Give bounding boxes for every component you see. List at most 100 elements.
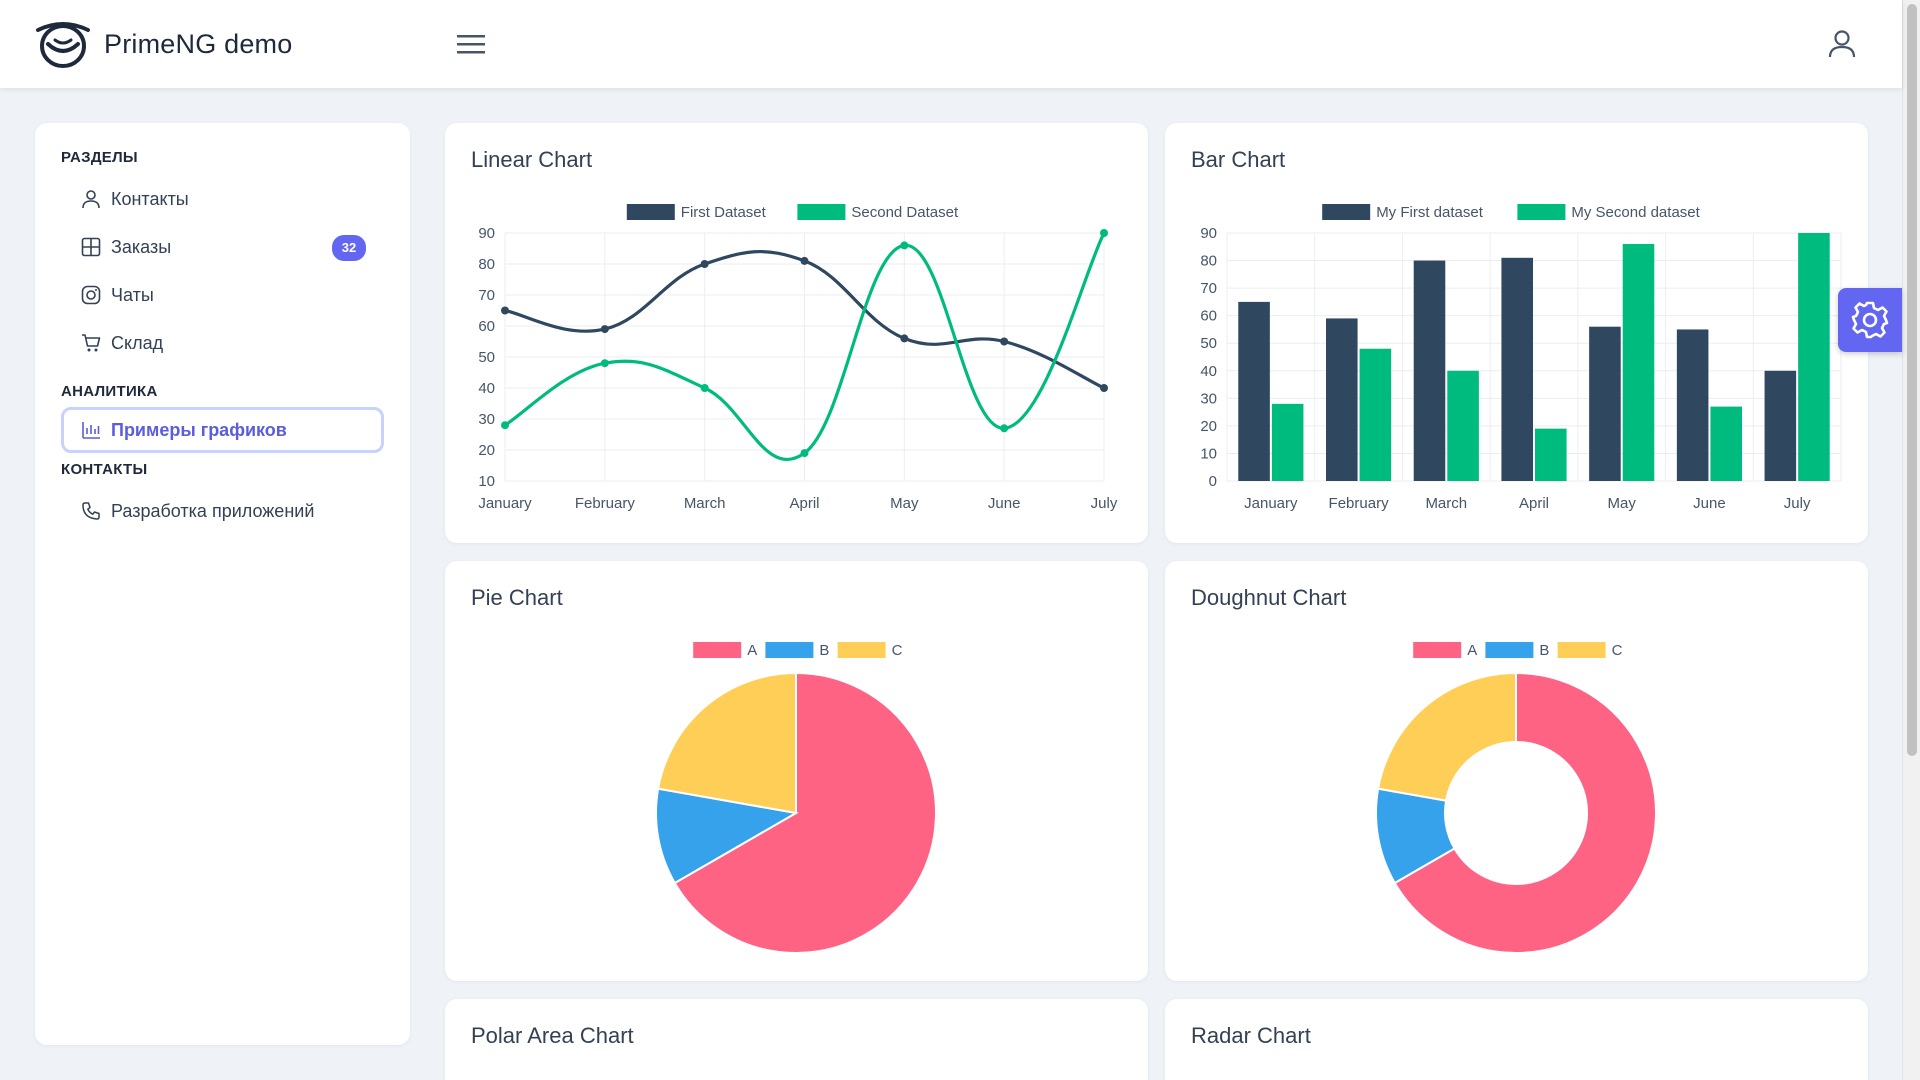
cart-icon bbox=[82, 334, 101, 352]
sidebar-item-app-development[interactable]: Разработка приложений bbox=[61, 487, 384, 535]
section-title-contacts: КОНТАКТЫ bbox=[61, 461, 148, 478]
instagram-icon bbox=[81, 285, 101, 305]
x-tick-label: July bbox=[1091, 495, 1118, 512]
sidebar-item-label: Заказы bbox=[111, 236, 172, 257]
x-tick-label: May bbox=[890, 495, 919, 512]
polar-area-chart-title: Polar Area Chart bbox=[471, 1023, 634, 1048]
legend-swatch bbox=[1557, 642, 1606, 658]
x-tick-label: February bbox=[1329, 495, 1390, 512]
radar-chart-title: Radar Chart bbox=[1191, 1023, 1311, 1048]
y-tick-label: 40 bbox=[1200, 363, 1217, 380]
chart-bar-icon bbox=[82, 422, 100, 439]
legend-label: Second Dataset bbox=[851, 204, 959, 221]
legend-label: A bbox=[747, 642, 757, 659]
legend-swatch bbox=[837, 642, 886, 658]
x-tick-label: March bbox=[684, 495, 726, 512]
primeng-logo-icon bbox=[36, 22, 90, 68]
legend-swatch bbox=[626, 204, 675, 220]
logo[interactable]: PrimeNG demo bbox=[34, 18, 292, 70]
x-tick-label: January bbox=[1244, 495, 1298, 512]
linear-chart-card: Linear Chart First Dataset Second Dataset… bbox=[445, 123, 1148, 543]
sidebar-item-contacts[interactable]: Контакты bbox=[61, 175, 384, 223]
doughnut-chart-title: Doughnut Chart bbox=[1191, 585, 1347, 610]
data-point bbox=[600, 325, 609, 334]
bar-chart: My First dataset My Second dataset 0 10 20 30… bbox=[1200, 204, 1842, 512]
bar-1 bbox=[1413, 260, 1446, 481]
data-point bbox=[1000, 424, 1009, 433]
y-tick-label: 20 bbox=[478, 442, 495, 459]
polar-area-chart-card: Polar Area Chart bbox=[445, 999, 1148, 1080]
section-title-sections: РАЗДЕЛЫ bbox=[61, 149, 138, 166]
data-point bbox=[501, 421, 509, 430]
legend-label: A bbox=[1467, 642, 1477, 659]
legend-swatch bbox=[765, 642, 814, 658]
y-tick-label: 90 bbox=[478, 225, 495, 242]
page-scrollbar[interactable] bbox=[1902, 0, 1920, 1080]
menu-toggle-button[interactable] bbox=[452, 26, 490, 62]
bar-2 bbox=[1710, 406, 1743, 481]
bar-1 bbox=[1325, 318, 1358, 481]
legend-label: C bbox=[892, 642, 903, 659]
y-tick-label: 30 bbox=[478, 411, 495, 428]
x-tick-label: March bbox=[1425, 495, 1467, 512]
linear-chart: First Dataset Second Dataset 10 20 30 40 50 60 7… bbox=[478, 204, 1118, 512]
bar-2 bbox=[1798, 233, 1830, 481]
legend-label: My First dataset bbox=[1376, 204, 1484, 221]
data-point bbox=[700, 384, 709, 392]
topbar: PrimeNG demo bbox=[0, 0, 1902, 88]
sidebar: РАЗДЕЛЫ Контакты Заказы 32 Чаты Склад АН… bbox=[35, 123, 410, 1045]
legend-swatch bbox=[1485, 642, 1534, 658]
y-tick-label: 20 bbox=[1200, 418, 1217, 435]
sidebar-item-label: Контакты bbox=[111, 188, 189, 209]
user-icon bbox=[82, 190, 100, 209]
x-tick-label: April bbox=[789, 495, 819, 512]
y-tick-label: 60 bbox=[478, 318, 495, 335]
bar-1 bbox=[1501, 257, 1533, 481]
y-tick-label: 10 bbox=[1200, 445, 1217, 462]
data-point bbox=[600, 359, 609, 368]
data-point bbox=[800, 449, 809, 458]
hamburger-icon bbox=[457, 35, 485, 54]
section-title-analytics: АНАЛИТИКА bbox=[61, 383, 158, 400]
user-icon bbox=[1828, 30, 1856, 58]
legend-label: C bbox=[1612, 642, 1623, 659]
bar-2 bbox=[1359, 348, 1392, 481]
x-tick-label: June bbox=[1693, 495, 1726, 512]
bar-1 bbox=[1676, 329, 1709, 481]
legend-swatch bbox=[693, 642, 742, 658]
y-tick-label: 70 bbox=[478, 287, 495, 304]
data-point bbox=[1100, 384, 1108, 392]
sidebar-item-chart-examples[interactable]: Примеры графиков bbox=[61, 407, 384, 453]
bar-2 bbox=[1447, 370, 1479, 481]
pie-chart: A B C bbox=[655, 642, 937, 954]
sidebar-item-warehouse[interactable]: Склад bbox=[61, 319, 384, 367]
legend-label: B bbox=[1539, 642, 1549, 659]
legend-swatch bbox=[1517, 204, 1566, 220]
pie-chart-title: Pie Chart bbox=[471, 585, 563, 610]
layout-config-button[interactable] bbox=[1838, 288, 1902, 352]
data-point bbox=[700, 260, 709, 268]
sidebar-item-label: Примеры графиков bbox=[111, 419, 287, 440]
slice-c bbox=[656, 671, 797, 815]
y-tick-label: 80 bbox=[1200, 253, 1217, 270]
data-point bbox=[800, 256, 809, 265]
x-tick-label: April bbox=[1519, 495, 1549, 512]
doughnut-chart-card: Doughnut Chart A B C bbox=[1165, 561, 1868, 981]
y-tick-label: 70 bbox=[1200, 280, 1217, 297]
bar-chart-title: Bar Chart bbox=[1191, 147, 1286, 172]
sidebar-item-label: Склад bbox=[111, 332, 164, 353]
sidebar-item-chats[interactable]: Чаты bbox=[61, 271, 384, 319]
sidebar-item-orders[interactable]: Заказы 32 bbox=[61, 223, 384, 271]
scrollbar-thumb[interactable] bbox=[1907, 4, 1917, 756]
slice-b bbox=[655, 787, 799, 885]
gear-icon bbox=[1851, 301, 1889, 339]
data-point bbox=[1100, 229, 1108, 237]
legend-label: B bbox=[819, 642, 829, 659]
app-title: PrimeNG demo bbox=[104, 28, 293, 59]
legend-swatch bbox=[1322, 204, 1371, 220]
slice-a bbox=[673, 671, 937, 954]
data-point bbox=[501, 306, 509, 315]
bar-1 bbox=[1589, 326, 1621, 481]
y-tick-label: 0 bbox=[1209, 473, 1217, 490]
profile-button[interactable] bbox=[1822, 24, 1862, 64]
